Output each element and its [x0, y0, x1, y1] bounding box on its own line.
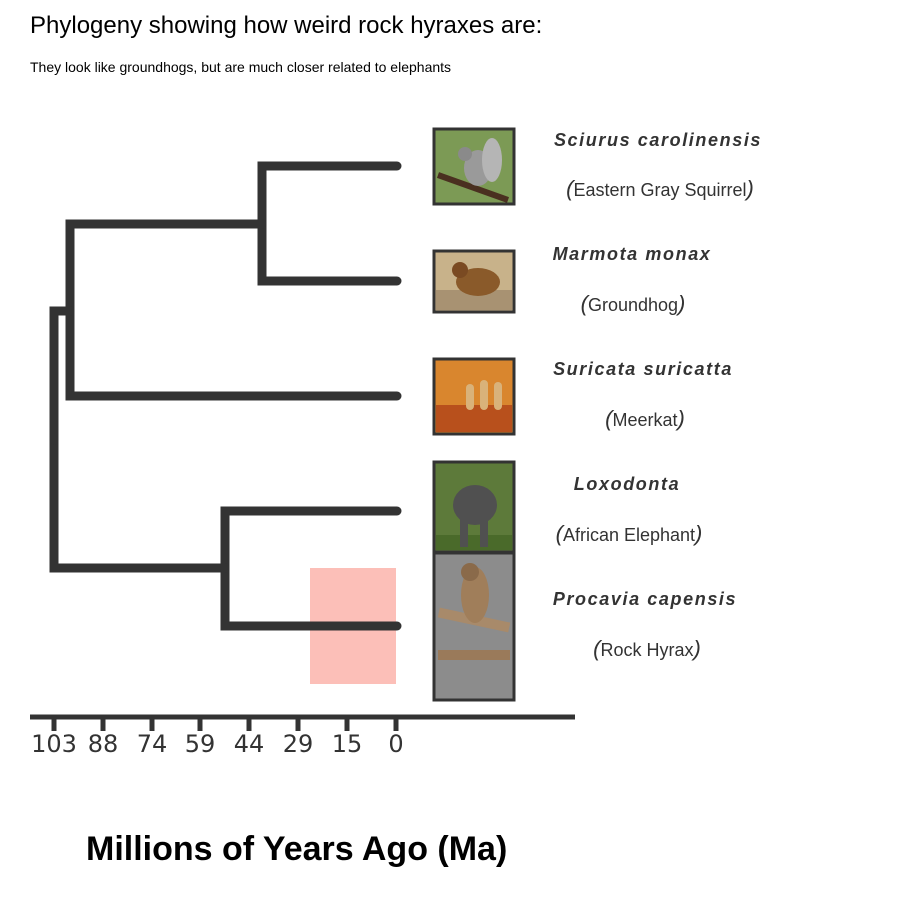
branch-afrotheria-clade [49, 435, 230, 573]
axis-tick-label: 29 [283, 730, 314, 758]
taxon-scientific-name: Loxodonta [574, 474, 680, 494]
taxon-scientific-name: Sciurus carolinensis [554, 130, 762, 150]
axis-tick-label: 103 [31, 730, 77, 758]
taxon-common-name: (Groundhog) [581, 291, 686, 316]
photo-groundhog [432, 249, 516, 314]
photo-rock-hyrax [432, 551, 516, 702]
time-axis [30, 714, 575, 731]
axis-title: Millions of Years Ago (Ma) [86, 830, 508, 868]
axis-tick-label: 15 [332, 730, 363, 758]
taxon-scientific-name: Suricata suricatta [553, 359, 733, 379]
photo-squirrel [432, 127, 516, 206]
branch-groundhog [257, 219, 402, 286]
axis-tick-label: 88 [88, 730, 119, 758]
branch-meerkat [65, 306, 402, 401]
photo-elephant [432, 460, 516, 554]
taxon-scientific-name: Procavia capensis [553, 589, 737, 609]
axis-tick-labels: 103 88 74 59 44 29 15 0 [31, 730, 404, 758]
root-branch [49, 306, 75, 445]
taxon-common-name: (Rock Hyrax) [593, 636, 701, 661]
tree-branches [49, 161, 402, 631]
figure-title: Phylogeny showing how weird rock hyraxes… [30, 12, 543, 39]
branch-elephant [220, 506, 402, 573]
taxon-scientific-name: Marmota monax [553, 244, 712, 264]
taxon-common-name: (Eastern Gray Squirrel) [566, 176, 754, 201]
taxon-labels: Sciurus carolinensis (Eastern Gray Squir… [553, 130, 762, 661]
branch-squirrel [257, 161, 402, 229]
axis-tick-label: 59 [185, 730, 216, 758]
branch-rock-hyrax [220, 563, 402, 631]
photo-meerkat [432, 357, 516, 436]
axis-tick-label: 74 [137, 730, 168, 758]
axis-tick-label: 0 [388, 730, 403, 758]
taxon-common-name: (Meerkat) [605, 406, 685, 431]
branch-rodent-clade [65, 219, 267, 316]
figure-subtitle: They look like groundhogs, but are much … [30, 59, 452, 75]
axis-tick-label: 44 [234, 730, 265, 758]
taxon-common-name: (African Elephant) [556, 521, 703, 546]
